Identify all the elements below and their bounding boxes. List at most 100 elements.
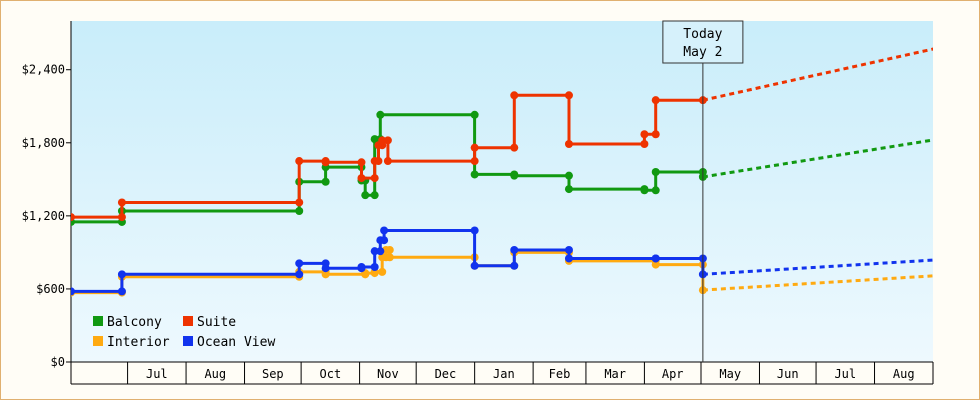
data-point [564, 171, 573, 180]
data-point [564, 245, 573, 254]
plot-area [71, 21, 933, 362]
data-point [510, 245, 519, 254]
data-point [470, 110, 479, 119]
data-point [357, 174, 366, 183]
data-point [510, 261, 519, 270]
data-point [510, 91, 519, 100]
data-point [640, 186, 649, 195]
today-date-label: May 2 [683, 45, 722, 60]
data-point [651, 130, 660, 139]
data-point [651, 254, 660, 263]
data-point [117, 213, 126, 222]
y-tick-label: $600 [36, 282, 65, 296]
data-point [374, 157, 383, 166]
data-point [370, 263, 379, 272]
x-tick-label: Jul [834, 367, 856, 381]
x-tick-label: Jul [146, 367, 168, 381]
data-point [564, 254, 573, 263]
x-tick-label: Mar [604, 367, 626, 381]
y-tick-label: $1,800 [22, 136, 65, 150]
data-point [370, 135, 379, 144]
y-axis: $0 $600 $1,200 $1,800 $2,400 [22, 21, 72, 384]
forecast-line [702, 47, 933, 102]
data-point [651, 260, 660, 269]
today-box [662, 20, 744, 64]
data-point [295, 270, 304, 279]
today-marker: Today May 2 [662, 20, 744, 362]
data-point [71, 287, 75, 296]
data-point [117, 287, 126, 296]
y-tick-label: $0 [51, 355, 65, 369]
x-tick-label: Aug [204, 367, 226, 381]
data-point [378, 267, 387, 276]
forecast-line [702, 138, 933, 179]
forecast-line [702, 258, 933, 276]
x-tick-label: Feb [549, 367, 571, 381]
data-point [651, 168, 660, 177]
legend-label: Ocean View [197, 335, 275, 350]
y-tick-label: $1,200 [22, 209, 65, 223]
x-tick-label: Apr [662, 367, 684, 381]
data-point [383, 136, 392, 145]
data-point [378, 136, 387, 145]
legend-label: Interior [107, 335, 170, 350]
data-point [361, 191, 370, 200]
data-point [564, 140, 573, 149]
data-point [376, 110, 385, 119]
data-point [357, 263, 366, 272]
today-label: Today [683, 27, 722, 42]
data-point [470, 226, 479, 235]
data-point [640, 130, 649, 139]
legend-label: Balcony [107, 315, 162, 330]
x-tick-label: May [719, 367, 741, 381]
x-tick-label: Jun [777, 367, 799, 381]
data-point [321, 158, 330, 167]
legend-label: Suite [197, 315, 236, 330]
data-point [385, 253, 394, 262]
legend-swatch [93, 316, 103, 326]
data-point [295, 259, 304, 268]
x-tick-label: Oct [320, 367, 342, 381]
data-point [321, 177, 330, 186]
data-point [370, 174, 379, 183]
data-point [117, 270, 126, 279]
data-point [510, 171, 519, 180]
data-point [651, 186, 660, 195]
forecast-line [702, 274, 933, 292]
x-tick-label: Nov [377, 367, 399, 381]
data-point [321, 270, 330, 279]
x-axis: Jul Aug Sep Oct Nov Dec Jan Feb Mar Apr May Jun Jul A… [71, 361, 934, 385]
x-tick-label: Dec [435, 367, 457, 381]
x-tick-label: Sep [262, 367, 284, 381]
data-point [564, 91, 573, 100]
data-point [651, 96, 660, 105]
data-point [321, 264, 330, 273]
data-point [295, 206, 304, 215]
data-point [295, 198, 304, 207]
legend-swatch [93, 336, 103, 346]
data-point [385, 245, 394, 254]
data-point [380, 226, 389, 235]
data-point [470, 261, 479, 270]
data-point [357, 158, 366, 167]
x-tick-label: Aug [893, 367, 915, 381]
data-point [380, 236, 389, 245]
data-point [470, 170, 479, 179]
data-point [376, 247, 385, 256]
series-suite [71, 47, 933, 222]
data-point [470, 143, 479, 152]
data-point [370, 191, 379, 200]
data-point [383, 157, 392, 166]
data-point [470, 157, 479, 166]
legend: Balcony Suite Interior Ocean View [93, 315, 275, 350]
data-point [640, 140, 649, 149]
legend-swatch [183, 336, 193, 346]
series-layer [71, 47, 933, 297]
series-ocean-view [71, 226, 933, 296]
data-point [117, 198, 126, 207]
x-tick-label: Jan [493, 367, 515, 381]
data-point [510, 143, 519, 152]
data-point [370, 247, 379, 256]
